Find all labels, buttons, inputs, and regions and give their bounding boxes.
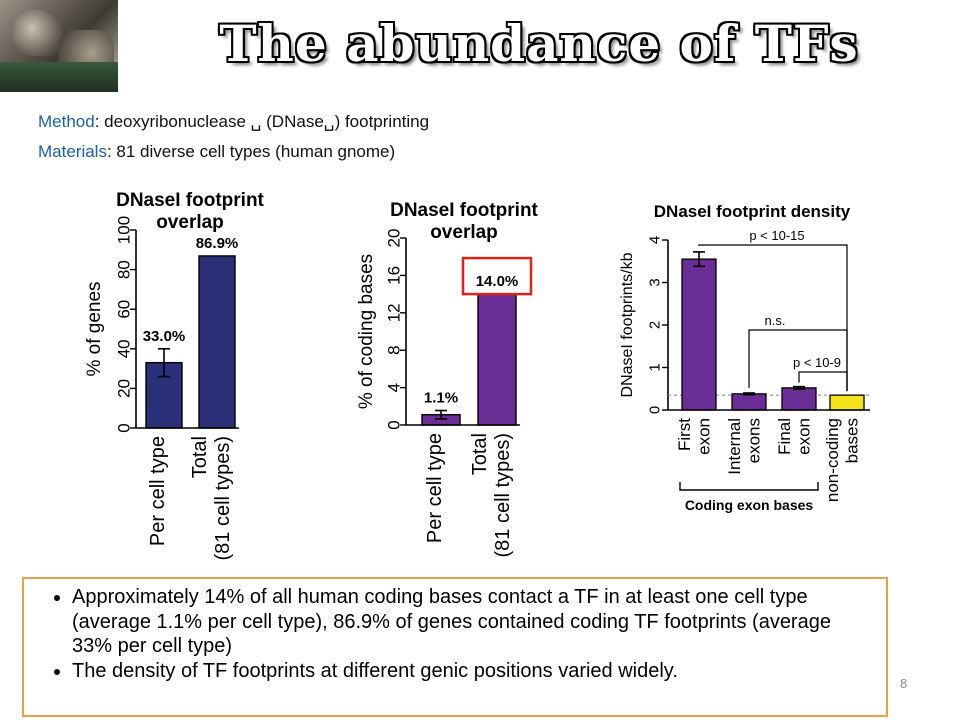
x-tick-label: Total(81 cell types) [189, 436, 234, 561]
y-tick-label: 0 [385, 420, 404, 429]
y-tick-label: 20 [115, 379, 134, 398]
y-tick-label: 2 [647, 321, 664, 329]
significance-bracket [698, 244, 848, 392]
bullet-item: The density of TF footprints at differen… [72, 659, 874, 684]
y-tick-label: 4 [385, 383, 404, 392]
method-text: : deoxyribonuclease ␣ (DNase␣) footprint… [94, 112, 430, 131]
x-tick-label: Per cell type [147, 436, 169, 546]
data-label: 33.0% [143, 328, 186, 345]
y-tick-label: 0 [647, 406, 664, 414]
bar [781, 387, 817, 411]
chart-title: DNaseI footprint overlap [390, 200, 538, 243]
bar [731, 393, 767, 411]
chart-title: DNaseI footprint overlap [116, 190, 264, 233]
bullet-item: Approximately 14% of all human coding ba… [72, 585, 874, 659]
y-tick-label: 8 [385, 345, 404, 354]
chart-coding-bases-overlap: DNaseI footprint overlap 0 4 8 12 16 20 % of cod… [356, 200, 539, 558]
y-tick-label: 100 [115, 216, 134, 244]
y-axis-label: % of genes [84, 281, 105, 376]
bar [681, 258, 717, 411]
method-line: Method: deoxyribonuclease ␣ (DNase␣) foo… [38, 112, 429, 132]
y-tick-label: 4 [647, 236, 664, 244]
chart-footprint-density: DNaseI footprint density 0 1 2 3 4 DNaseI foot… [619, 202, 872, 513]
method-key: Method [38, 112, 95, 131]
y-tick-label: 80 [115, 260, 134, 279]
data-label: 14.0% [476, 273, 519, 290]
y-tick-label: 1 [647, 363, 664, 371]
data-label: 1.1% [424, 390, 458, 407]
y-tick-label: 16 [385, 266, 404, 285]
bar [477, 293, 517, 426]
materials-key: Materials [38, 142, 107, 161]
significance-label: n.s. [765, 313, 786, 328]
significance-bracket [748, 329, 848, 392]
group-bracket [679, 482, 819, 491]
photo-shape [12, 10, 62, 56]
y-tick-label: 12 [385, 303, 404, 322]
y-axis-label: DNaseI footprints/kb [619, 252, 636, 397]
chart-title: DNaseI footprint density [654, 202, 851, 221]
x-tick-label: non-codingbases [823, 418, 862, 502]
x-tick-label: Internalexons [725, 418, 764, 475]
y-tick-label: 40 [115, 339, 134, 358]
data-label: 86.9% [196, 235, 239, 252]
y-tick-label: 20 [385, 229, 404, 248]
y-axis-label: % of coding bases [356, 254, 377, 409]
materials-text: : 81 diverse cell types (human gnome) [106, 142, 396, 161]
significance-label: p < 10-9 [793, 355, 841, 370]
x-tick-label: Per cell type [424, 433, 446, 543]
x-tick-label: Finalexon [775, 418, 814, 455]
page-number: 8 [900, 676, 908, 691]
bullet-box: Approximately 14% of all human coding ba… [22, 577, 888, 717]
significance-bracket [798, 371, 848, 392]
bar [829, 394, 865, 411]
materials-line: Materials: 81 diverse cell types (human … [38, 142, 395, 162]
y-tick-label: 0 [115, 423, 134, 432]
header-photo [0, 0, 118, 92]
bar [198, 255, 236, 429]
x-tick-label: Total(81 cell types) [469, 433, 514, 558]
x-tick-label: Firstexon [675, 418, 714, 455]
significance-label: p < 10-15 [749, 228, 804, 243]
chart-genes-overlap: DNaseI footprint overlap 0 20 40 60 80 100 % of … [84, 190, 265, 561]
group-label: Coding exon bases [685, 497, 814, 513]
y-tick-label: 3 [647, 278, 664, 286]
slide-title: The abundance of TFs [219, 14, 859, 73]
highlight-box [461, 256, 533, 296]
y-tick-label: 60 [115, 300, 134, 319]
photo-shape [0, 62, 118, 92]
